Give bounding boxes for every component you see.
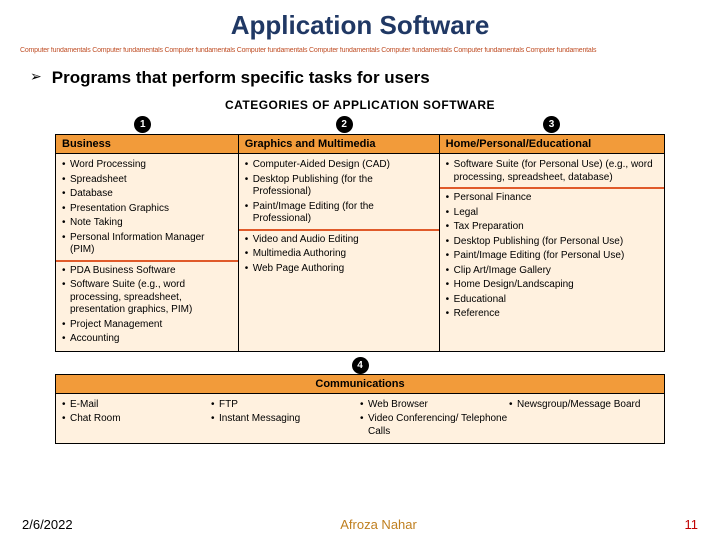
- list-item: Presentation Graphics: [62, 202, 232, 217]
- footer: 2/6/2022 Afroza Nahar 11: [0, 517, 720, 532]
- badge-2: 2: [336, 116, 353, 133]
- badge-1: 1: [134, 116, 151, 133]
- bullet-marker: ➢: [30, 68, 42, 85]
- list-item: Personal Finance: [446, 191, 658, 206]
- section-separator: [239, 229, 439, 231]
- column-cell: Software Suite (for Personal Use) (e.g.,…: [439, 154, 664, 352]
- list-item: Tax Preparation: [446, 220, 658, 235]
- badge-3: 3: [543, 116, 560, 133]
- list-item: Note Taking: [62, 216, 232, 231]
- comm-column: FTPInstant Messaging: [211, 398, 360, 440]
- slide: Application Software Computer fundamenta…: [0, 0, 720, 540]
- list-item: E-Mail: [62, 398, 211, 413]
- comm-column: Newsgroup/Message Board: [509, 398, 658, 440]
- footer-page: 11: [684, 517, 698, 532]
- section-separator: [56, 260, 238, 262]
- bullet-text: Programs that perform specific tasks for…: [52, 68, 430, 88]
- badge-row: 1 2 3: [55, 116, 665, 134]
- section-separator: [440, 187, 664, 189]
- list-item: Clip Art/Image Gallery: [446, 264, 658, 279]
- list-item: Video and Audio Editing: [245, 233, 433, 248]
- list-item: FTP: [211, 398, 360, 413]
- body-row: Word ProcessingSpreadsheetDatabasePresen…: [56, 154, 665, 352]
- categories-figure: CATEGORIES OF APPLICATION SOFTWARE 1 2 3 B…: [55, 98, 665, 444]
- list-item: Word Processing: [62, 158, 232, 173]
- list-item: Project Management: [62, 318, 232, 333]
- list-item: Reference: [446, 307, 658, 322]
- column-cell: Word ProcessingSpreadsheetDatabasePresen…: [56, 154, 239, 352]
- header-row: BusinessGraphics and MultimediaHome/Pers…: [56, 135, 665, 154]
- column-cell: Computer-Aided Design (CAD)Desktop Publi…: [238, 154, 439, 352]
- column-header: Graphics and Multimedia: [238, 135, 439, 154]
- footer-author: Afroza Nahar: [340, 517, 417, 532]
- list-item: Home Design/Landscaping: [446, 278, 658, 293]
- list-item: Database: [62, 187, 232, 202]
- list-item: Multimedia Authoring: [245, 247, 433, 262]
- list-item: Desktop Publishing (for Personal Use): [446, 235, 658, 250]
- figure-title: CATEGORIES OF APPLICATION SOFTWARE: [55, 98, 665, 112]
- list-item: Legal: [446, 206, 658, 221]
- badge4-wrap: 4: [55, 355, 665, 374]
- list-item: Paint/Image Editing (for Personal Use): [446, 249, 658, 264]
- list-item: Desktop Publishing (for the Professional…: [245, 173, 433, 200]
- comm-cell: E-MailChat RoomFTPInstant MessagingWeb B…: [56, 393, 665, 444]
- list-item: PDA Business Software: [62, 264, 232, 279]
- list-item: Newsgroup/Message Board: [509, 398, 658, 413]
- page-title: Application Software: [20, 10, 700, 41]
- column-header: Business: [56, 135, 239, 154]
- list-item: Instant Messaging: [211, 412, 360, 427]
- list-item: Video Conferencing/ Telephone Calls: [360, 412, 509, 439]
- badge-4: 4: [352, 357, 369, 374]
- list-item: Spreadsheet: [62, 173, 232, 188]
- list-item: Software Suite (e.g., word processing, s…: [62, 278, 232, 318]
- list-item: Web Page Authoring: [245, 262, 433, 277]
- list-item: Chat Room: [62, 412, 211, 427]
- list-item: Personal Information Manager (PIM): [62, 231, 232, 258]
- categories-table: BusinessGraphics and MultimediaHome/Pers…: [55, 134, 665, 352]
- list-item: Computer-Aided Design (CAD): [245, 158, 433, 173]
- column-header: Home/Personal/Educational: [439, 135, 664, 154]
- list-item: Paint/Image Editing (for the Professiona…: [245, 200, 433, 227]
- bullet-row: ➢ Programs that perform specific tasks f…: [30, 68, 700, 88]
- list-item: Educational: [446, 293, 658, 308]
- list-item: Software Suite (for Personal Use) (e.g.,…: [446, 158, 658, 185]
- comm-body-row: E-MailChat RoomFTPInstant MessagingWeb B…: [56, 393, 665, 444]
- comm-header: Communications: [56, 374, 665, 393]
- comm-column: E-MailChat Room: [62, 398, 211, 440]
- divider-text: Computer fundamentals Computer fundament…: [20, 47, 700, 54]
- communications-table: Communications E-MailChat RoomFTPInstant…: [55, 374, 665, 445]
- comm-header-row: Communications: [56, 374, 665, 393]
- comm-column: Web BrowserVideo Conferencing/ Telephone…: [360, 398, 509, 440]
- list-item: Accounting: [62, 332, 232, 347]
- footer-date: 2/6/2022: [22, 517, 73, 532]
- list-item: Web Browser: [360, 398, 509, 413]
